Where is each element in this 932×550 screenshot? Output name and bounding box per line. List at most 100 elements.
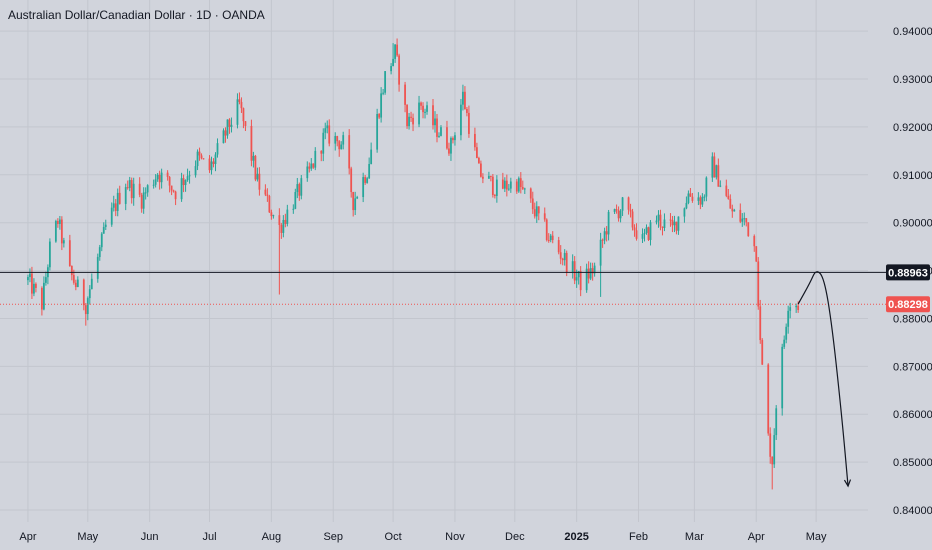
candle-body — [685, 202, 688, 209]
candle-body — [697, 197, 700, 201]
candle-body — [561, 258, 564, 261]
candle-body — [298, 184, 301, 196]
candle-body — [228, 119, 231, 127]
support-price-tag: 0.88963 — [888, 267, 928, 279]
candle-body — [96, 257, 99, 279]
candle-body — [406, 104, 408, 127]
candle-body — [505, 180, 508, 190]
candle-body — [501, 179, 504, 189]
candle-body — [617, 210, 620, 219]
candle-body — [294, 192, 297, 209]
candle-body — [739, 209, 742, 222]
y-axis[interactable]: 0.840000.850000.860000.870000.880000.890… — [893, 26, 932, 517]
candle-body — [545, 219, 548, 240]
candle-body — [296, 184, 299, 193]
candle-body — [515, 181, 518, 192]
candle-body — [731, 208, 734, 212]
candle-body — [396, 44, 398, 56]
candle-body — [677, 216, 680, 231]
candle-body — [535, 206, 538, 217]
candle-body — [410, 116, 412, 118]
candle-body — [168, 177, 171, 186]
candle-body — [621, 197, 624, 211]
candle-body — [601, 239, 604, 241]
candle-body — [613, 209, 616, 212]
candle-body — [394, 44, 396, 59]
candle-body — [188, 175, 191, 177]
candle-body — [172, 190, 175, 192]
x-tick-label: Sep — [323, 531, 343, 543]
candle-body — [266, 194, 269, 197]
candle-body — [272, 215, 275, 217]
candle-body — [619, 210, 622, 219]
candle-body — [607, 211, 610, 235]
candle-body — [48, 241, 51, 268]
candle-body — [300, 178, 303, 196]
x-tick-label: Aug — [262, 531, 282, 543]
current-price-tag-bg — [886, 296, 930, 313]
candle-body — [44, 277, 47, 283]
candle-body — [448, 148, 450, 154]
candle-body — [356, 197, 359, 199]
candle-body — [70, 266, 73, 276]
candle-body — [565, 252, 568, 273]
candle-body — [641, 234, 644, 239]
candle-body — [250, 125, 253, 161]
candle-body — [795, 305, 798, 308]
candle-body — [503, 180, 506, 189]
candle-body — [487, 175, 490, 179]
candle-body — [577, 271, 580, 278]
candle-body — [543, 213, 546, 220]
candle-body — [460, 104, 462, 136]
y-tick-label: 0.87000 — [893, 361, 932, 373]
candle-body — [244, 121, 247, 126]
candle-body — [278, 215, 281, 225]
candle-body — [438, 135, 440, 137]
x-tick-label: Apr — [748, 531, 765, 543]
candle-body — [110, 207, 113, 225]
candle-body — [643, 232, 646, 235]
candle-body — [68, 240, 71, 267]
candle-body — [86, 298, 89, 315]
candle-body — [352, 192, 355, 211]
grid-lines — [0, 0, 868, 522]
candle-body — [29, 273, 31, 278]
candle-body — [785, 326, 788, 340]
candle-body — [282, 219, 285, 233]
candle-body — [659, 214, 662, 227]
candle-body — [727, 195, 730, 199]
candle-body — [180, 178, 183, 200]
candle-body — [661, 226, 664, 228]
candle-body — [380, 93, 383, 118]
candle-body — [200, 155, 203, 159]
candle-body — [474, 133, 476, 148]
candle-body — [82, 279, 85, 306]
candle-body — [154, 179, 157, 185]
projection-arrowhead — [843, 479, 852, 488]
candle-body — [489, 175, 492, 177]
candle-body — [314, 150, 317, 168]
candle-body — [404, 84, 406, 105]
candle-body — [308, 166, 311, 169]
candle-body — [336, 136, 339, 142]
candle-body — [116, 192, 119, 211]
candle-body — [683, 208, 686, 217]
candle-body — [194, 166, 197, 176]
candle-body — [35, 283, 37, 288]
candle-body — [398, 55, 400, 85]
chart-title: Australian Dollar/Canadian Dollar · 1D ·… — [8, 8, 265, 22]
candle-body — [440, 127, 442, 136]
candle-body — [216, 143, 219, 155]
candle-body — [635, 230, 638, 239]
candle-body — [671, 220, 674, 226]
candle-body — [464, 91, 466, 110]
candle-body — [112, 203, 115, 208]
support-price-tag-bg — [886, 264, 930, 281]
candle-body — [184, 180, 187, 186]
x-tick-label: Dec — [505, 531, 525, 543]
candle-body — [240, 101, 243, 109]
candle-body — [557, 240, 560, 253]
candle-body — [699, 197, 702, 205]
